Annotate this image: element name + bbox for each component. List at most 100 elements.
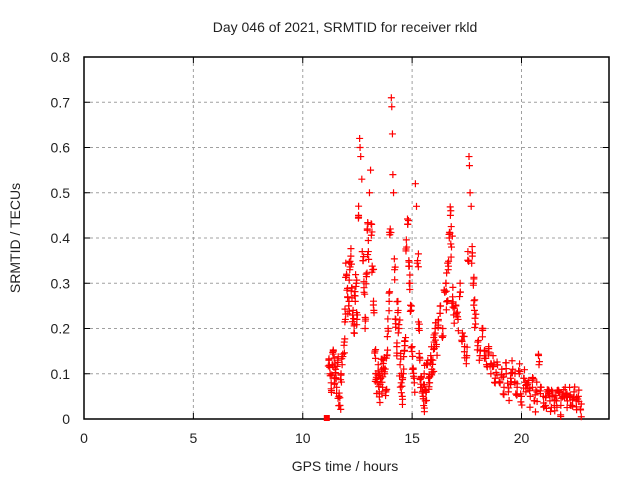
data-point	[391, 263, 399, 271]
data-point	[333, 383, 341, 391]
data-point	[425, 374, 433, 382]
data-point	[355, 202, 363, 210]
data-point	[458, 336, 466, 344]
data-point	[394, 306, 402, 314]
data-point	[469, 281, 477, 289]
data-point	[370, 309, 378, 317]
data-point	[438, 332, 446, 340]
data-point	[347, 252, 355, 260]
data-point	[557, 401, 565, 409]
data-point	[502, 359, 510, 367]
data-point	[329, 346, 337, 354]
data-point	[367, 220, 375, 228]
data-point	[452, 301, 460, 309]
data-point	[330, 354, 338, 362]
data-point	[336, 402, 344, 410]
data-point	[358, 175, 366, 183]
data-point	[547, 408, 555, 416]
data-point	[347, 245, 355, 253]
data-point	[398, 382, 406, 390]
data-point	[360, 253, 368, 261]
data-point	[365, 189, 373, 197]
data-point	[402, 245, 410, 253]
data-point	[551, 396, 559, 404]
data-point	[516, 367, 524, 375]
data-point	[471, 296, 479, 304]
axis-ticks: 0 0.1 0.2 0.3 0.4 0.5 0.6 0.7 0.8 0 5 10 15 20	[51, 49, 609, 446]
data-point	[456, 279, 464, 287]
data-point	[360, 284, 368, 292]
data-point	[533, 397, 541, 405]
data-point	[410, 374, 418, 382]
data-point	[557, 412, 565, 420]
data-point	[466, 189, 474, 197]
data-point	[339, 353, 347, 361]
data-point	[553, 403, 561, 411]
data-point	[404, 215, 411, 223]
data-point	[434, 321, 442, 329]
data-point	[535, 351, 543, 359]
data-point	[471, 324, 479, 332]
data-point	[391, 315, 399, 323]
data-point	[553, 397, 560, 405]
data-point	[442, 287, 450, 295]
data-point	[374, 361, 382, 369]
data-point	[413, 202, 420, 210]
data-point	[552, 391, 560, 399]
data-point	[333, 362, 341, 370]
data-point	[383, 351, 391, 359]
data-point	[352, 271, 360, 279]
data-point	[331, 369, 339, 377]
data-point	[444, 297, 452, 305]
data-point	[353, 309, 361, 317]
data-point	[363, 226, 371, 234]
data-point	[494, 361, 502, 369]
data-point	[482, 354, 490, 362]
data-point	[577, 413, 585, 421]
data-point	[384, 315, 392, 323]
data-point	[464, 248, 472, 256]
data-point	[361, 317, 369, 325]
data-point	[324, 362, 332, 370]
data-point	[411, 180, 419, 188]
data-point	[489, 352, 497, 360]
data-point	[401, 337, 409, 345]
data-point	[372, 354, 380, 362]
data-point	[517, 398, 525, 406]
data-point	[465, 153, 473, 161]
data-point	[396, 316, 404, 324]
data-point	[416, 353, 424, 361]
data-point	[442, 279, 450, 287]
x-tick-label: 10	[295, 430, 311, 446]
data-point	[464, 256, 472, 264]
data-point	[367, 166, 375, 174]
data-point	[513, 380, 521, 388]
data-point-square	[323, 415, 330, 421]
data-point	[433, 351, 441, 359]
data-point	[531, 408, 539, 416]
data-point	[408, 347, 416, 355]
data-point	[390, 255, 398, 263]
data-point	[445, 257, 453, 265]
data-point	[338, 361, 346, 369]
data-point	[485, 345, 493, 353]
data-point	[462, 360, 470, 368]
data-point	[500, 391, 508, 399]
data-point	[568, 401, 576, 409]
data-point	[358, 248, 366, 256]
data-point	[337, 378, 345, 386]
data-point	[356, 144, 364, 151]
data-point	[460, 348, 468, 356]
data-point	[426, 379, 434, 387]
data-point	[341, 335, 349, 343]
x-tick-label: 15	[404, 430, 420, 446]
data-point	[439, 325, 447, 332]
data-point	[447, 253, 455, 261]
data-point	[332, 375, 340, 383]
data-point	[361, 325, 369, 332]
data-point	[555, 389, 563, 397]
data-point	[524, 380, 532, 388]
data-point	[443, 298, 451, 306]
data-point	[379, 383, 387, 391]
